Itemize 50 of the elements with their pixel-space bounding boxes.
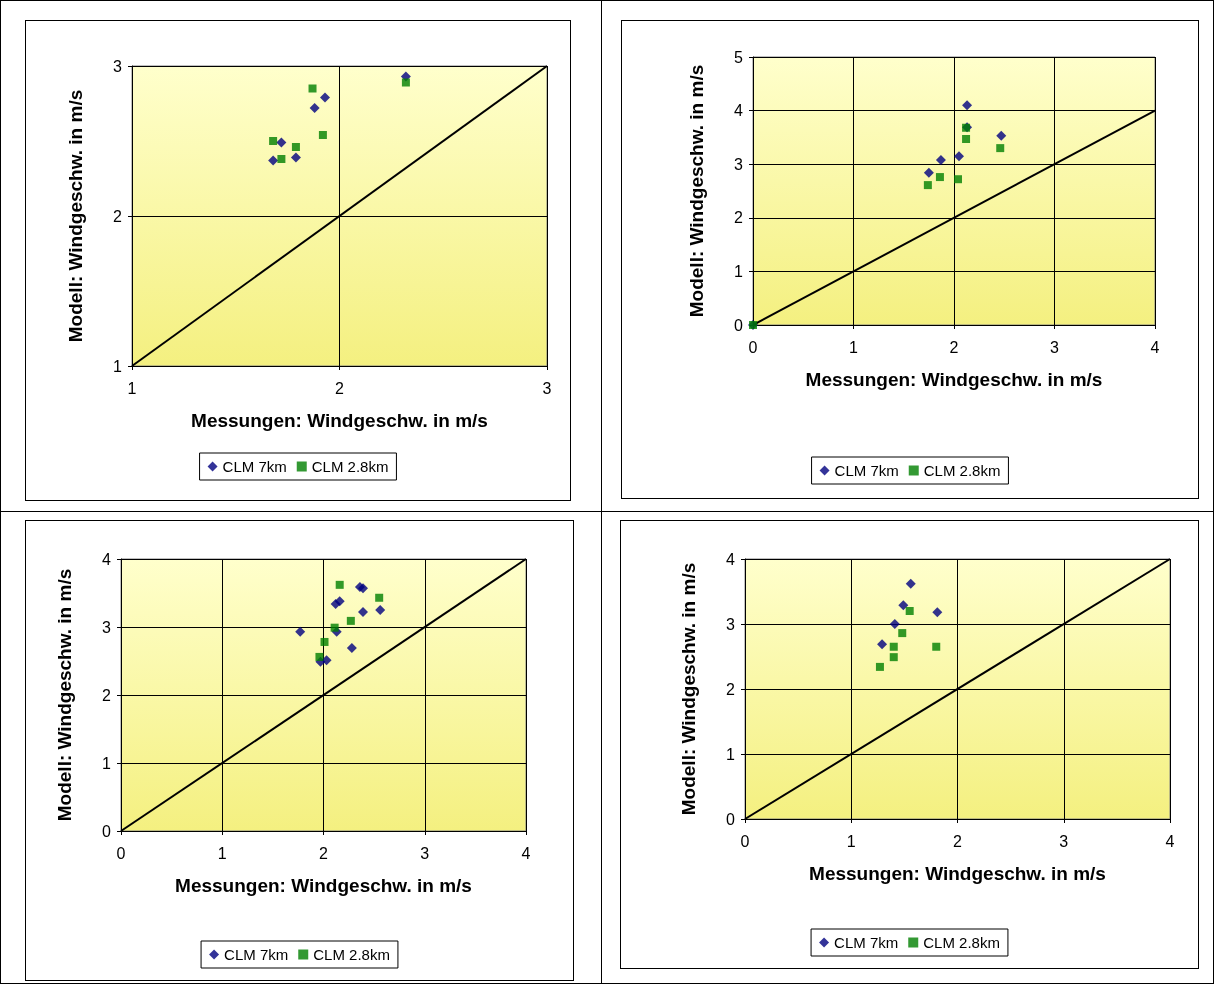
legend-label: CLM 2.8km (923, 462, 1001, 479)
y-axis-title: Modell: Windgeschw. in m/s (685, 64, 707, 318)
legend-label: CLM 2.8km (923, 934, 1000, 951)
x-tick-label: 1 (846, 832, 856, 850)
x-tick-label: 1 (217, 844, 227, 862)
x-tick-label: 2 (949, 338, 959, 356)
x-tick-label: 4 (1165, 832, 1175, 850)
y-tick-label: 3 (726, 615, 736, 633)
x-axis-title: Messungen: Windgeschw. in m/s (191, 409, 488, 431)
y-axis-title: Modell: Windgeschw. in m/s (53, 568, 75, 822)
y-axis-title: Modell: Windgeschw. in m/s (677, 562, 699, 816)
x-tick-label: 4 (521, 844, 531, 862)
x-tick-label: 2 (335, 379, 345, 397)
y-tick-label: 3 (734, 155, 744, 173)
y-tick-label: 4 (102, 550, 112, 568)
y-tick-label: 5 (734, 48, 744, 66)
y-tick-label: 3 (102, 618, 112, 636)
legend-label: CLM 2.8km (311, 458, 389, 475)
y-tick-label: 0 (734, 316, 744, 334)
y-tick-label: 1 (102, 754, 112, 772)
y-tick-label: 2 (734, 209, 744, 227)
y-tick-label: 2 (102, 686, 112, 704)
y-tick-label: 1 (734, 262, 744, 280)
y-tick-label: 1 (726, 745, 736, 763)
y-tick-label: 4 (734, 102, 744, 120)
x-tick-label: 3 (1059, 832, 1069, 850)
y-tick-label: 2 (726, 680, 736, 698)
legend-label: CLM 7km (834, 462, 899, 479)
x-tick-label: 2 (953, 832, 963, 850)
legend-label: CLM 7km (222, 458, 287, 475)
y-tick-label: 0 (726, 810, 736, 828)
x-tick-label: 0 (748, 338, 758, 356)
x-tick-label: 3 (420, 844, 430, 862)
x-tick-label: 1 (849, 338, 859, 356)
y-tick-label: 3 (113, 57, 123, 75)
x-tick-label: 2 (319, 844, 329, 862)
x-axis-title: Messungen: Windgeschw. in m/s (809, 862, 1106, 884)
legend-label: CLM 2.8km (313, 946, 390, 963)
x-tick-label: 3 (1050, 338, 1060, 356)
x-axis-title: Messungen: Windgeschw. in m/s (805, 368, 1103, 390)
legend-label: CLM 7km (224, 946, 289, 963)
y-tick-label: 4 (726, 550, 736, 568)
legend-label: CLM 7km (834, 934, 899, 951)
x-tick-label: 3 (542, 379, 552, 397)
x-tick-label: 1 (127, 379, 137, 397)
y-tick-label: 1 (113, 357, 123, 375)
y-axis-title: Modell: Windgeschw. in m/s (64, 89, 86, 343)
y-tick-label: 2 (113, 207, 123, 225)
x-axis-title: Messungen: Windgeschw. in m/s (175, 874, 472, 896)
x-tick-label: 4 (1150, 338, 1160, 356)
